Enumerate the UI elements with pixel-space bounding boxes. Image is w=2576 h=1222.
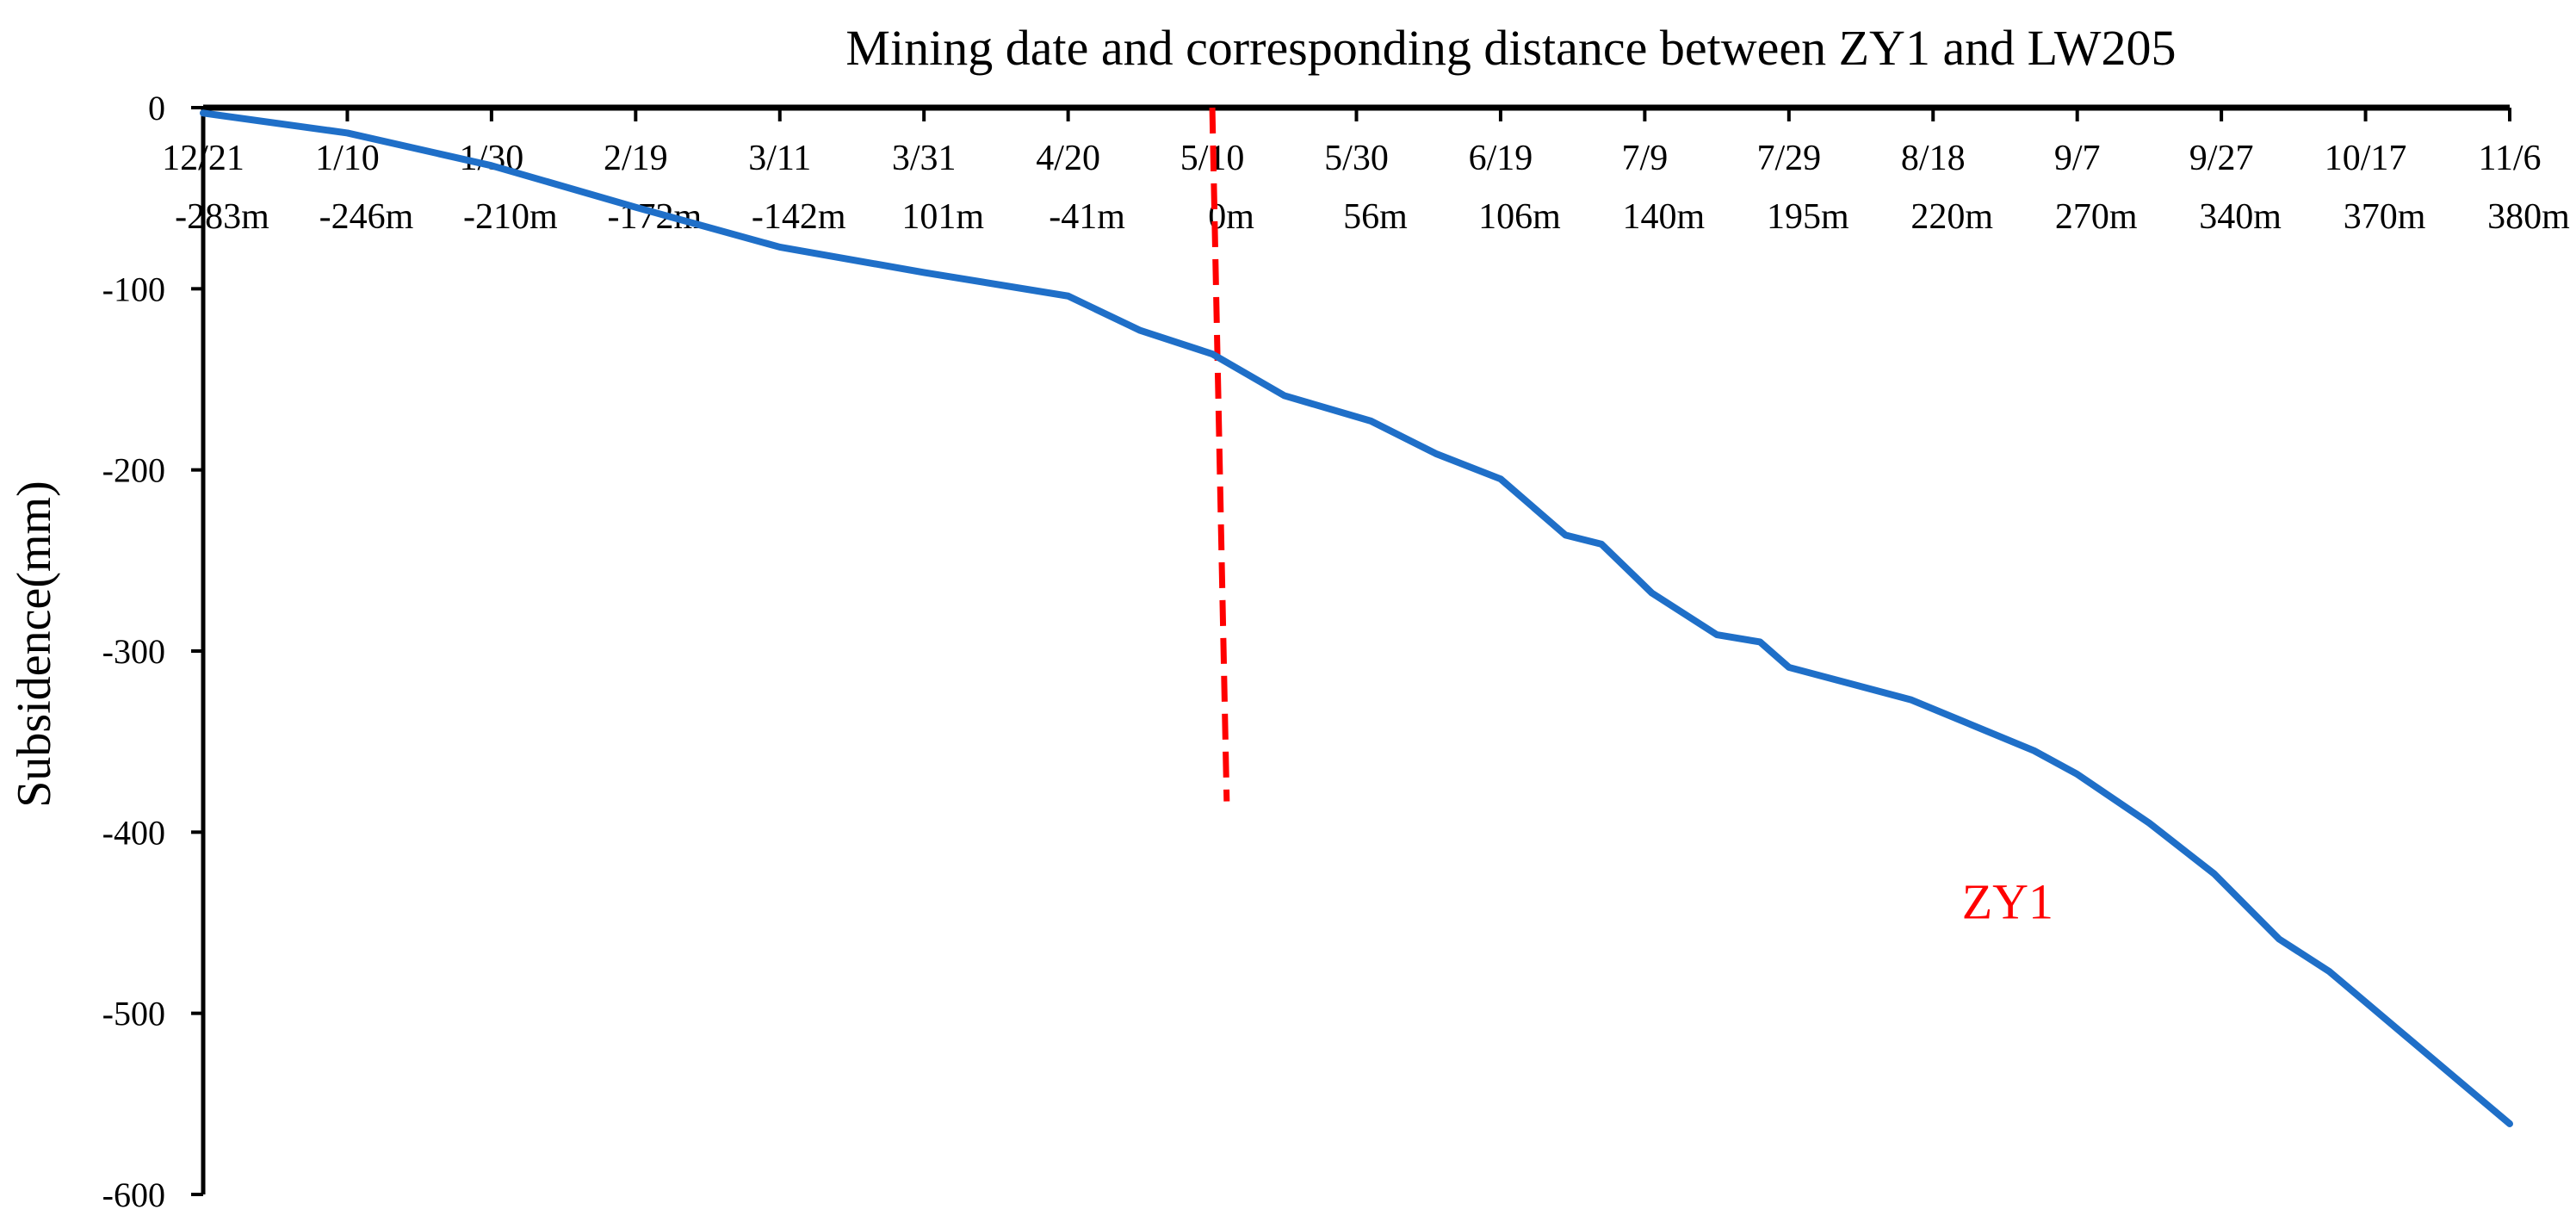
date-tick-label: 3/11	[748, 139, 811, 178]
series-line-zy1	[200, 109, 2513, 1127]
distance-tick-label: -142m	[752, 197, 846, 237]
distance-tick-label: 220m	[1910, 197, 1993, 237]
y-tick-label: -300	[102, 632, 165, 671]
date-tick-label: 7/9	[1622, 139, 1669, 178]
date-tick-label: 4/20	[1036, 139, 1100, 178]
y-tick-label: -100	[102, 270, 165, 308]
date-tick-label: 2/19	[604, 139, 668, 178]
date-tick-label: 8/18	[1901, 139, 1966, 178]
date-tick-label: 11/6	[2478, 139, 2541, 178]
date-tick-label: 7/29	[1756, 139, 1821, 178]
distance-tick-label: 370m	[2344, 197, 2426, 237]
y-tick-label: -600	[102, 1175, 165, 1214]
date-tick-label: 9/27	[2189, 139, 2254, 178]
distance-tick-label: 56m	[1343, 197, 1408, 237]
y-tick-label: -200	[102, 451, 165, 490]
series-annotation: ZY1	[1962, 873, 2053, 929]
distance-tick-label: -283m	[175, 197, 269, 237]
date-tick-label: 12/21	[162, 139, 245, 178]
mining-position-marker-line	[1209, 107, 1230, 802]
distance-tick-label: -41m	[1049, 197, 1125, 237]
distance-tick-label: 101m	[901, 197, 984, 237]
date-tick-label: 3/31	[892, 139, 957, 178]
y-axis-label: Subsidence(mm)	[8, 481, 61, 807]
distance-tick-label: -246m	[319, 197, 414, 237]
chart-title: Mining date and corresponding distance b…	[845, 20, 2176, 76]
y-tick-label: -500	[102, 995, 165, 1033]
distance-tick-label: 106m	[1478, 197, 1561, 237]
distance-tick-label: -210m	[463, 197, 558, 237]
date-tick-label: 6/19	[1469, 139, 1533, 178]
date-tick-label: 9/7	[2054, 139, 2101, 178]
distance-tick-label: 195m	[1767, 197, 1849, 237]
date-tick-label: 1/10	[315, 139, 380, 178]
date-tick-label: 10/17	[2325, 139, 2407, 178]
y-tick-label: -400	[102, 813, 165, 852]
distance-tick-label: 270m	[2055, 197, 2138, 237]
distance-tick-label: 380m	[2487, 197, 2570, 237]
distance-tick-label: 140m	[1623, 197, 1706, 237]
y-tick-label: 0	[148, 89, 165, 127]
date-tick-label: 5/30	[1324, 139, 1389, 178]
distance-tick-label: 340m	[2199, 197, 2282, 237]
